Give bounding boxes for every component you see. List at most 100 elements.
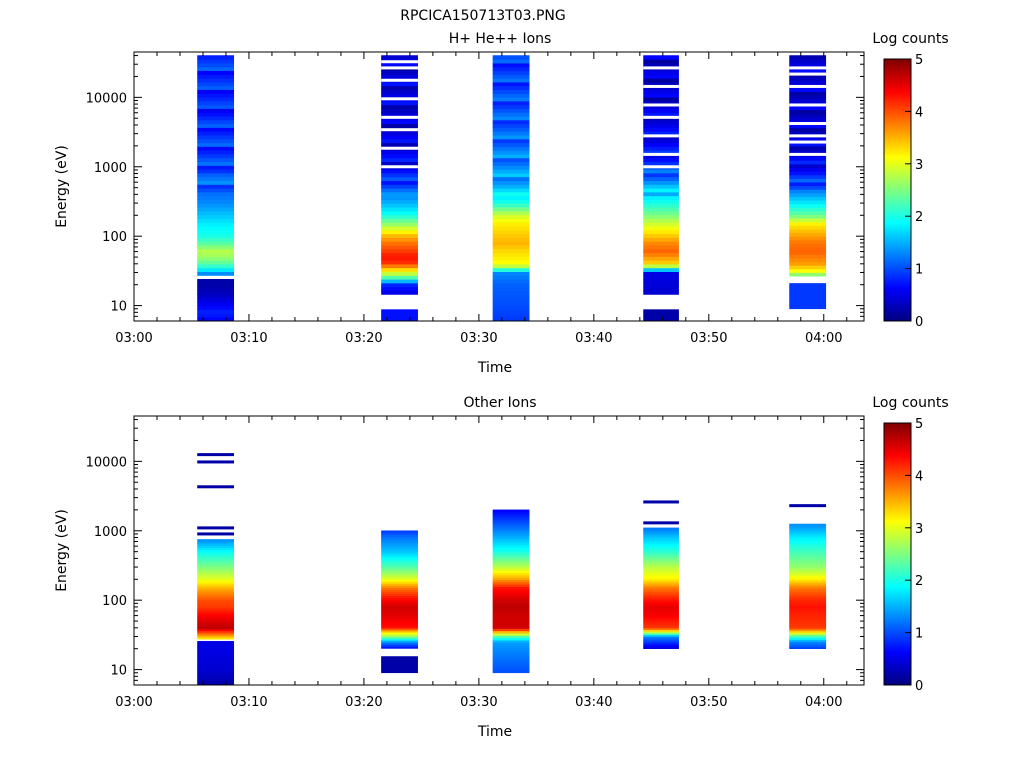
energy-bin [492, 532, 530, 536]
y-tick-label: 1000 [94, 161, 127, 176]
energy-bin [643, 596, 679, 599]
energy-bin [381, 599, 418, 603]
energy-bin [789, 257, 827, 263]
y-tick-label: 10 [110, 664, 127, 679]
energy-bin [381, 313, 418, 318]
energy-bin [492, 556, 530, 560]
energy-bin [381, 560, 418, 564]
energy-bin [643, 222, 679, 227]
energy-bin [789, 142, 827, 147]
energy-bin [789, 530, 827, 534]
energy-bin [789, 566, 827, 569]
energy-bin [381, 203, 418, 208]
x-tick-label: 03:50 [690, 331, 727, 346]
energy-bin [197, 222, 235, 227]
energy-bin [197, 78, 235, 83]
panel-h-he-ions: H+ He++ Ions 03:00 03:10 03:20 03:30 03:40 03:… [54, 31, 949, 376]
energy-bin [197, 670, 235, 673]
energy-bin [789, 529, 827, 532]
energy-bin [643, 532, 679, 536]
energy-bin [643, 539, 679, 542]
energy-bin [789, 232, 827, 237]
energy-bin [381, 309, 418, 314]
colorbar-tick-label: 1 [915, 627, 923, 642]
energy-bin [643, 529, 679, 532]
empty-bin [789, 152, 827, 156]
energy-bin [492, 595, 530, 599]
energy-bin [381, 593, 418, 596]
energy-bin [643, 248, 679, 254]
energy-bin [197, 574, 235, 578]
energy-bin [643, 161, 679, 166]
energy-bin [789, 525, 827, 528]
energy-bin [643, 551, 679, 555]
energy-bin [197, 252, 235, 257]
energy-bin [492, 237, 530, 242]
energy-bin [492, 176, 530, 181]
energy-bin [197, 595, 235, 598]
energy-bin [492, 119, 530, 125]
empty-bin [789, 66, 827, 70]
energy-bin [492, 263, 530, 269]
energy-bin [492, 572, 530, 576]
energy-bin [643, 646, 679, 650]
energy-bin [643, 104, 679, 109]
energy-bin [197, 248, 235, 254]
energy-bin [492, 609, 530, 613]
energy-bin [197, 584, 235, 588]
empty-bin [643, 103, 679, 107]
energy-bin [197, 305, 235, 310]
energy-bin [197, 636, 235, 640]
energy-bin [789, 149, 827, 154]
energy-bin [381, 187, 418, 193]
energy-bin [789, 545, 827, 548]
energy-bin [789, 582, 827, 585]
energy-bin [381, 316, 418, 322]
energy-bin [789, 646, 827, 650]
energy-bin [197, 680, 235, 684]
energy-bin [643, 634, 679, 637]
energy-bin [789, 578, 827, 582]
energy-bin [197, 316, 235, 322]
energy-bin [789, 163, 827, 168]
energy-bin [789, 239, 827, 244]
energy-bin [643, 531, 679, 534]
energy-bin [492, 96, 530, 102]
energy-bin [789, 210, 827, 216]
energy-bin [197, 229, 235, 235]
energy-bin [789, 171, 827, 176]
energy-bin [381, 633, 418, 637]
energy-bin [197, 653, 235, 657]
energy-bin [492, 549, 530, 553]
energy-bin [197, 244, 235, 250]
energy-bin [197, 566, 235, 569]
energy-bin [789, 301, 827, 306]
energy-bin [643, 275, 679, 280]
energy-bin [643, 622, 679, 625]
energy-bin [643, 157, 679, 163]
energy-bin [381, 278, 418, 284]
colorbar-tick-label: 2 [915, 210, 923, 225]
energy-bin [492, 511, 530, 515]
energy-bin [381, 595, 418, 599]
empty-bin [381, 78, 418, 82]
energy-bin [197, 206, 235, 212]
energy-bin [789, 145, 827, 150]
energy-bin [492, 602, 530, 606]
energy-bin [492, 567, 530, 571]
energy-bin [492, 81, 530, 87]
energy-bin [381, 605, 418, 609]
energy-bin [381, 558, 418, 562]
energy-bin [492, 286, 530, 291]
energy-bin [643, 577, 679, 580]
energy-bin [492, 644, 530, 648]
empty-bin [789, 72, 827, 76]
energy-bin [381, 214, 418, 219]
energy-bin [197, 89, 235, 94]
energy-bin [789, 552, 827, 555]
energy-bin [789, 218, 827, 223]
energy-bin [381, 237, 418, 242]
energy-bin [492, 85, 530, 90]
energy-bin [197, 161, 235, 166]
x-tick-label: 03:30 [460, 695, 497, 710]
